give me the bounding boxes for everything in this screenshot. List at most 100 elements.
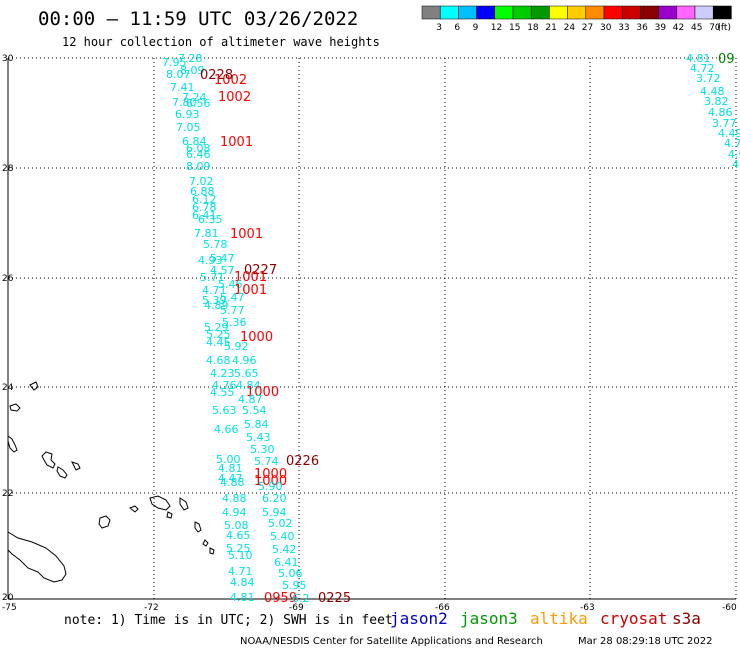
wave-height-label: 6.41	[192, 209, 217, 222]
wave-height-label: 5.95	[282, 579, 307, 592]
legend-label: 24	[564, 23, 576, 33]
wave-height-label: 4.94	[222, 506, 247, 519]
legend-swatch	[530, 5, 550, 20]
wave-height-label-east: 3.82	[704, 95, 729, 108]
satellite-altika: altika	[530, 609, 588, 628]
wave-height-label: 7.02	[189, 175, 214, 188]
wave-height-label: 1000	[254, 467, 287, 482]
legend-swatch	[621, 5, 641, 20]
wave-height-label-east: 3.77	[712, 117, 737, 130]
wave-height-label-east: 4.72	[690, 62, 715, 75]
wave-height-label: 6.78	[192, 201, 217, 214]
wave-height-label: 4.81	[218, 462, 243, 475]
wave-height-label: 7.81	[194, 227, 219, 240]
wave-height-label: 8.09	[186, 160, 211, 173]
wave-height-label: 5.84	[244, 418, 269, 431]
wave-height-label: 6.93	[175, 108, 200, 121]
wave-height-label-east: 4.49	[718, 127, 740, 140]
legend-swatch	[549, 5, 568, 20]
wave-height-label: 5.47	[210, 252, 235, 265]
wave-height-label: 0228	[200, 68, 233, 83]
wave-height-label: 5.94	[262, 506, 287, 519]
wave-height-label: 5.08	[224, 519, 249, 532]
wave-height-label: 5.02	[268, 517, 293, 530]
lat-label-22: 22	[2, 489, 13, 499]
wave-height-label: 5.30	[250, 443, 275, 456]
wave-height-label: 6.56	[186, 97, 211, 110]
satellite-jason2: jason2	[390, 609, 448, 628]
wave-height-label: 1002	[218, 90, 251, 105]
wave-height-label: 5.25	[226, 542, 251, 555]
map-title: 00:00 — 11:59 UTC 03/26/2022	[38, 8, 358, 30]
wave-height-label-east: 4.48	[700, 85, 725, 98]
wave-height-label: 8.09	[180, 64, 205, 77]
wave-height-label: 5.46	[218, 278, 243, 291]
plot-frame	[7, 57, 737, 600]
coastline	[7, 381, 215, 583]
legend-label: 30	[600, 23, 612, 33]
wave-height-label: 5.54	[242, 404, 267, 417]
wave-height-label: 4.23	[210, 367, 235, 380]
wave-height-label-east: 4.9	[728, 148, 740, 161]
wave-height-label: 5.65	[234, 367, 259, 380]
wave-height-label-east: 4.7	[724, 137, 740, 150]
satellite-legend: jason2 jason3 altika cryosat s3a	[390, 609, 701, 628]
lon-label-75: -75	[2, 603, 17, 613]
wave-height-label: 1000	[246, 385, 279, 400]
graticule	[8, 58, 736, 599]
wave-height-label: 5.74	[254, 455, 279, 468]
legend-swatch	[603, 5, 623, 20]
satellite-jason3: jason3	[460, 609, 518, 628]
lat-label-24: 24	[2, 383, 14, 393]
lon-label-66: -66	[435, 603, 450, 613]
wave-height-label: 4.84	[236, 379, 261, 392]
wave-height-label: 4.65	[226, 529, 251, 542]
wave-height-label: 6.20	[262, 492, 287, 505]
legend-label: 9	[473, 23, 479, 33]
wave-height-label: 4.88	[222, 492, 247, 505]
wave-height-label: 0959	[264, 591, 297, 606]
lon-label-63: -63	[580, 603, 595, 613]
wave-height-label: 5.42	[272, 543, 297, 556]
wave-height-label: 1001	[234, 270, 267, 285]
legend-swatch	[494, 5, 514, 20]
wave-height-label: 5.06	[278, 567, 303, 580]
legend-swatch	[512, 5, 532, 20]
map-subtitle: 12 hour collection of altimeter wave hei…	[62, 35, 380, 49]
legend-unit: (ft)	[717, 23, 731, 33]
wave-height-label: 6.2	[292, 592, 310, 605]
wave-height-label: 4.71	[228, 565, 253, 578]
wave-height-label: 5.90	[258, 480, 283, 493]
wave-height-label: 4.47	[218, 472, 243, 485]
satellite-track-east: 4.81 094.723.724.483.824.863.774.494.74.9…	[686, 52, 740, 171]
legend-label: 21	[545, 23, 556, 33]
wave-height-label: 1001	[220, 135, 253, 150]
lon-label-60: -60	[722, 603, 737, 613]
wave-height-label: 1001	[234, 283, 267, 298]
wave-height-label-east: 4.86	[708, 106, 733, 119]
wave-height-label: 4.88	[220, 476, 245, 489]
wave-height-label: 5.92	[224, 340, 249, 353]
wave-height-label: 5.63	[212, 404, 237, 417]
lat-label-20: 20	[2, 593, 14, 603]
footer-timestamp: Mar 28 08:29:18 UTC 2022	[578, 636, 713, 647]
longitude-labels: -75 -72 -69 -66 -63 -60	[2, 603, 737, 613]
wave-height-label: 6.08	[186, 142, 211, 155]
wave-height-label-east: 4.81	[686, 52, 711, 65]
latitude-labels: 30 28 26 24 22 20	[2, 54, 14, 603]
wave-height-label: 4.66	[214, 423, 239, 436]
wave-height-label: 1000	[240, 330, 273, 345]
legend-swatch	[676, 5, 696, 20]
legend-swatch	[694, 5, 714, 20]
wave-height-label: 0227	[244, 263, 277, 278]
wave-height-label: 5.25	[206, 328, 231, 341]
wave-height-label-east: 4	[732, 158, 739, 171]
legend-label: 45	[691, 23, 702, 33]
wave-height-label: 5.29	[204, 321, 229, 334]
legend-swatch	[585, 5, 605, 20]
wave-height-label: 7.80	[172, 96, 197, 109]
wave-height-label: 4.96	[232, 354, 257, 367]
wave-height-label: 4.71	[202, 284, 227, 297]
legend-swatch	[439, 5, 459, 20]
wave-height-label: 4.84	[230, 576, 255, 589]
